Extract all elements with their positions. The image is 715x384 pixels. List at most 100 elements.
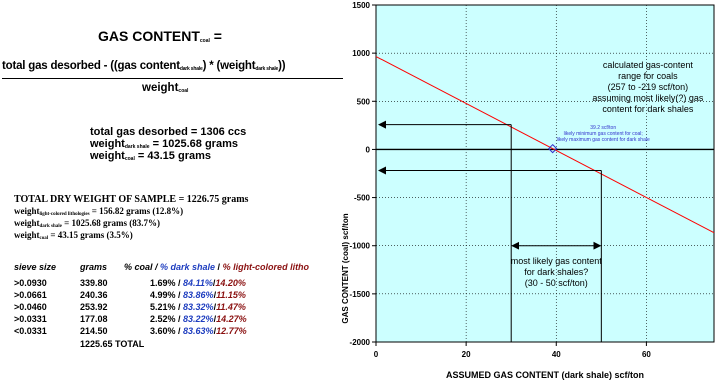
marker-label: 39.2 scf/ton: [590, 124, 617, 131]
marker-note-line: likely minimum gas content for coal;: [563, 130, 643, 137]
cell-coal: 1.69% /: [150, 278, 184, 288]
numerator-sub1: dark shale: [179, 66, 203, 72]
cell-size: >0.0661: [14, 290, 47, 300]
x-tick-label: 20: [462, 350, 471, 359]
y-tick-label: 1500: [352, 1, 370, 10]
table-row: >0.0661 240.36 4.99% / 83.86%/11.15%: [0, 290, 340, 302]
table-row: >0.0331 177.08 2.52% / 83.22%/14.27%: [0, 314, 340, 326]
marker-annotation: 39.2 scf/ton likely minimum gas content …: [557, 125, 650, 143]
marker-diamond: [547, 143, 558, 154]
sample-weight-shale: weightdark shale = 1025.68 grams (83.7%): [14, 218, 160, 229]
sample-weight-shale-a: weight: [14, 218, 40, 228]
sample-weight-coal-sub: coal: [39, 236, 49, 241]
y-tick-label: -1500: [350, 290, 371, 299]
header-percentages: % coal / % dark shale / % light-colored …: [124, 262, 309, 272]
measured-weight-coal-sub: coal: [124, 156, 135, 162]
cell-sep: /: [213, 326, 217, 336]
header-shale: % dark shale: [157, 262, 216, 272]
cell-pcts: 1.69% / 84.11%/14.20%: [150, 278, 246, 288]
header-coal: % coal /: [124, 262, 158, 272]
x-axis-label: ASSUMED GAS CONTENT (dark shale) scf/ton: [446, 370, 644, 380]
measured-weight-shale-a: weight: [90, 138, 125, 150]
cell-coal: 2.52% /: [150, 314, 184, 324]
sample-weight-coal-a: weight: [14, 230, 40, 240]
x-tick-label: 40: [552, 350, 561, 359]
upper-annotation: calculated gas-content range for coals (…: [573, 60, 715, 115]
sample-weight-shale-b: = 1025.68 grams (83.7%): [61, 218, 160, 228]
cell-sep: /: [212, 278, 216, 288]
equation-numerator: total gas desorbed - ((gas contentdark s…: [2, 60, 286, 72]
cell-coal: 3.60% /: [150, 326, 184, 336]
sample-weight-light-b: = 156.82 grams (12.8%): [89, 206, 184, 216]
header-grams: grams: [80, 262, 108, 272]
upper-annotation-line: range for coals: [618, 70, 678, 81]
sieve-total: 1225.65 TOTAL: [80, 339, 145, 349]
numerator-sub2: dark shale: [255, 66, 279, 72]
cell-grams: 240.36: [80, 290, 108, 300]
equation-title: GAS CONTENTcoal =: [98, 28, 222, 44]
cell-shale: 83.63%: [183, 326, 214, 336]
numerator-part-c: )): [278, 60, 286, 72]
plot-area: [375, 4, 715, 343]
tick-labels: -2000 -1500 -1000 -500 0 500 1000 1500 0 20 40 60: [350, 1, 652, 359]
sample-weight-coal-b: = 43.15 grams (3.5%): [48, 230, 133, 240]
measured-weight-coal: weightcoal = 43.15 grams: [90, 150, 211, 162]
cell-light: 11.47%: [216, 302, 246, 312]
cell-sep: /: [213, 290, 217, 300]
x-tick-label: 0: [374, 350, 379, 359]
cell-size: >0.0930: [14, 278, 47, 288]
sample-weight-coal: weightcoal = 43.15 grams (3.5%): [14, 230, 133, 241]
cell-pcts: 5.21% / 83.32%/11.47%: [150, 302, 246, 312]
table-row: >0.0930 339.80 1.69% / 84.11%/14.20%: [0, 278, 340, 290]
cell-light: 12.77%: [216, 326, 247, 336]
equation-denominator: weightcoal: [142, 82, 188, 94]
lower-annotation-line: (30 - 50 scf/ton): [524, 278, 588, 289]
cell-size: <0.0331: [14, 326, 47, 336]
measured-weight-coal-a: weight: [90, 150, 125, 162]
y-tick-label: -500: [354, 194, 371, 203]
equation-title-tail: =: [209, 28, 222, 44]
cell-pcts: 3.60% / 83.63%/12.77%: [150, 326, 247, 336]
y-tick-label: 1000: [352, 49, 370, 58]
x-tick-label: 60: [642, 350, 651, 359]
upper-annotation-line: calculated gas-content: [602, 59, 693, 70]
measured-weight-shale-sub: dark shale: [124, 144, 150, 150]
y-tick-label: 500: [357, 97, 371, 106]
header-sieve-size: sieve size: [14, 262, 57, 272]
cell-grams: 253.92: [80, 302, 108, 312]
series-layer: [375, 56, 715, 234]
cell-shale: 83.86%: [183, 290, 214, 300]
equation-title-text: GAS CONTENT: [98, 28, 200, 44]
upper-annotation-line: (257 to -219 scf/ton): [607, 81, 689, 92]
y-tick-label: 0: [366, 145, 371, 154]
axes: [372, 4, 714, 346]
lower-annotation-line: for dark shales?: [524, 267, 589, 278]
cell-grams: 339.80: [80, 278, 108, 288]
measured-weight-shale-b: = 1025.68 grams: [149, 138, 238, 150]
cell-coal: 4.99% /: [150, 290, 184, 300]
table-row: >0.0460 253.92 5.21% / 83.32%/11.47%: [0, 302, 340, 314]
sieve-table-header: sieve size grams % coal / % dark shale /…: [0, 262, 340, 274]
y-tick-label: -2000: [350, 338, 371, 347]
sample-weight-shale-sub: dark shale: [39, 224, 62, 229]
cell-shale: 83.32%: [183, 302, 214, 312]
cell-shale: 84.11%: [183, 278, 213, 288]
y-axis-label: GAS CONTENT (coal) scf/ton: [341, 213, 350, 323]
sample-weight-light: weightlight-colored lithologies = 156.82…: [14, 206, 183, 217]
y-tick-label: -1000: [350, 242, 371, 251]
cell-pcts: 2.52% / 83.22%/14.27%: [150, 314, 247, 324]
annotation-layer: [378, 120, 602, 342]
cell-light: 11.15%: [216, 290, 246, 300]
cell-light: 14.27%: [216, 314, 247, 324]
measured-weight-shale: weightdark shale = 1025.68 grams: [90, 138, 238, 150]
fraction-bar: [2, 78, 343, 79]
series-line: [375, 56, 715, 234]
measured-total-gas: total gas desorbed = 1306 ccs: [90, 126, 247, 138]
measured-weight-coal-b: = 43.15 grams: [134, 150, 211, 162]
sample-weight-light-a: weight: [14, 206, 40, 216]
cell-sep: /: [213, 314, 217, 324]
upper-annotation-line: assuming most likely(?) gas: [592, 92, 704, 103]
cell-light: 14.20%: [215, 278, 246, 288]
lower-annotation: most likely gas content for dark shales?…: [481, 256, 631, 289]
